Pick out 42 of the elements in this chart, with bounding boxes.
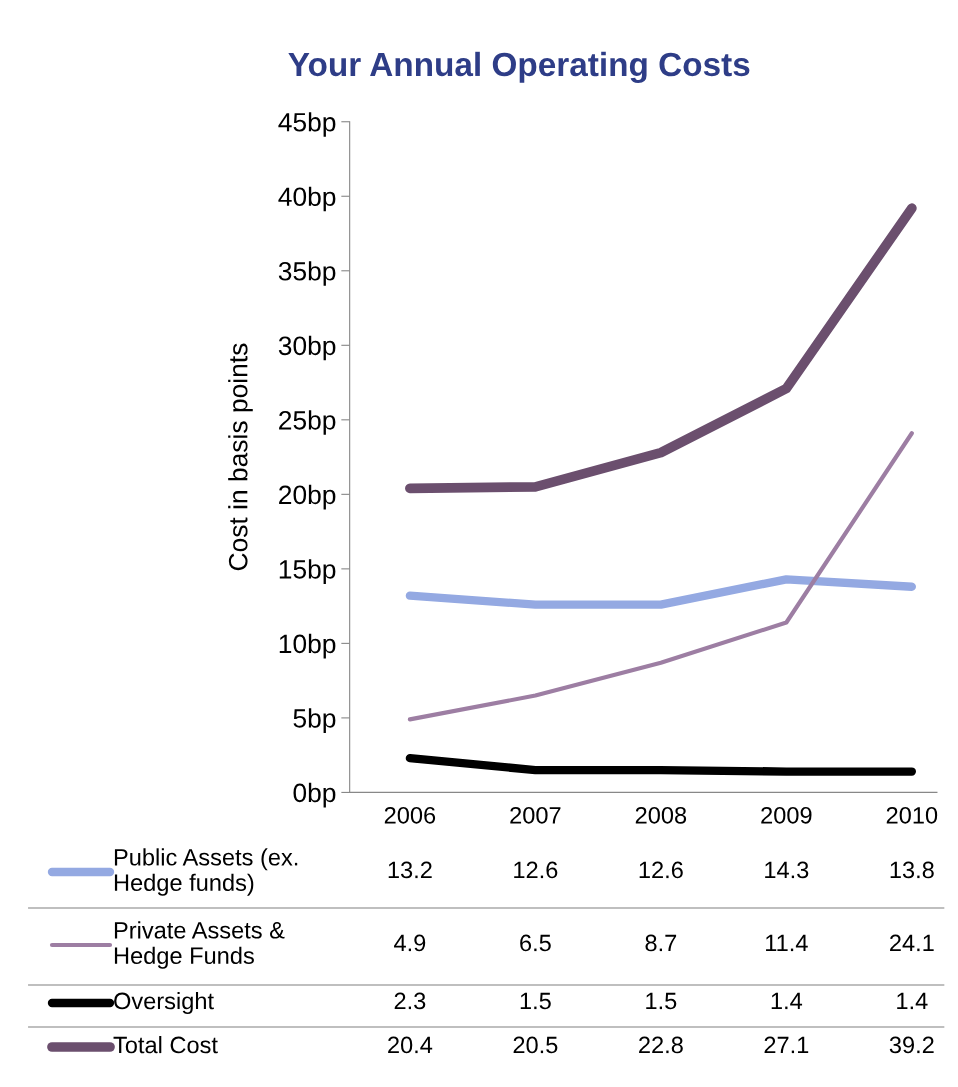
legend-label: Total Cost [113, 1035, 218, 1054]
data-label: 4.9 [394, 934, 426, 952]
legend-label: Public Assets (ex. Hedge funds) [114, 848, 298, 896]
x-tick-label: 2010 [886, 806, 938, 824]
y-tick-label: 10bp [279, 633, 336, 659]
data-label: 20.5 [513, 1036, 558, 1054]
data-label: 1.5 [646, 992, 677, 1010]
data-label: 20.4 [388, 1036, 433, 1054]
data-label: 12.6 [514, 861, 558, 879]
y-tick-label: 5bp [293, 708, 336, 733]
data-label: 22.8 [639, 1036, 683, 1054]
y-tick-label: 45bp [278, 112, 336, 137]
data-label: 1.4 [771, 992, 803, 1010]
x-tick-label: 2008 [635, 806, 687, 824]
legend-label: Oversight [114, 991, 214, 1015]
y-tick-label: 25bp [279, 410, 336, 435]
y-tick-label: 30bp [278, 335, 336, 361]
x-tick-label: 2006 [384, 806, 436, 824]
data-label: 2.3 [394, 992, 426, 1010]
legend-label: Private Assets & Hedge Funds [114, 921, 285, 969]
chart-title: Your Annual Operating Costs [288, 51, 750, 83]
data-label: 1.5 [520, 992, 551, 1010]
y-axis-title: Cost in basis points [228, 343, 253, 571]
data-label: 11.4 [766, 934, 808, 952]
x-tick-label: 2009 [761, 806, 812, 824]
data-label: 27.1 [764, 1036, 809, 1054]
data-label: 13.8 [890, 861, 934, 879]
data-label: 14.3 [765, 861, 809, 879]
data-label: 12.6 [639, 861, 683, 879]
data-label: 6.5 [520, 934, 551, 952]
data-label: 24.1 [890, 934, 934, 952]
y-tick-label: 15bp [279, 559, 336, 584]
y-tick-label: 40bp [278, 186, 336, 212]
data-label: 39.2 [889, 1036, 934, 1054]
y-tick-label: 0bp [293, 782, 336, 808]
data-label: 1.4 [897, 992, 928, 1010]
x-tick-label: 2007 [510, 806, 561, 824]
data-label: 8.7 [645, 934, 677, 952]
y-tick-label: 35bp [278, 261, 336, 286]
line-series [407, 431, 914, 722]
y-tick-label: 20bp [279, 484, 336, 510]
data-label: 13.2 [388, 861, 432, 879]
